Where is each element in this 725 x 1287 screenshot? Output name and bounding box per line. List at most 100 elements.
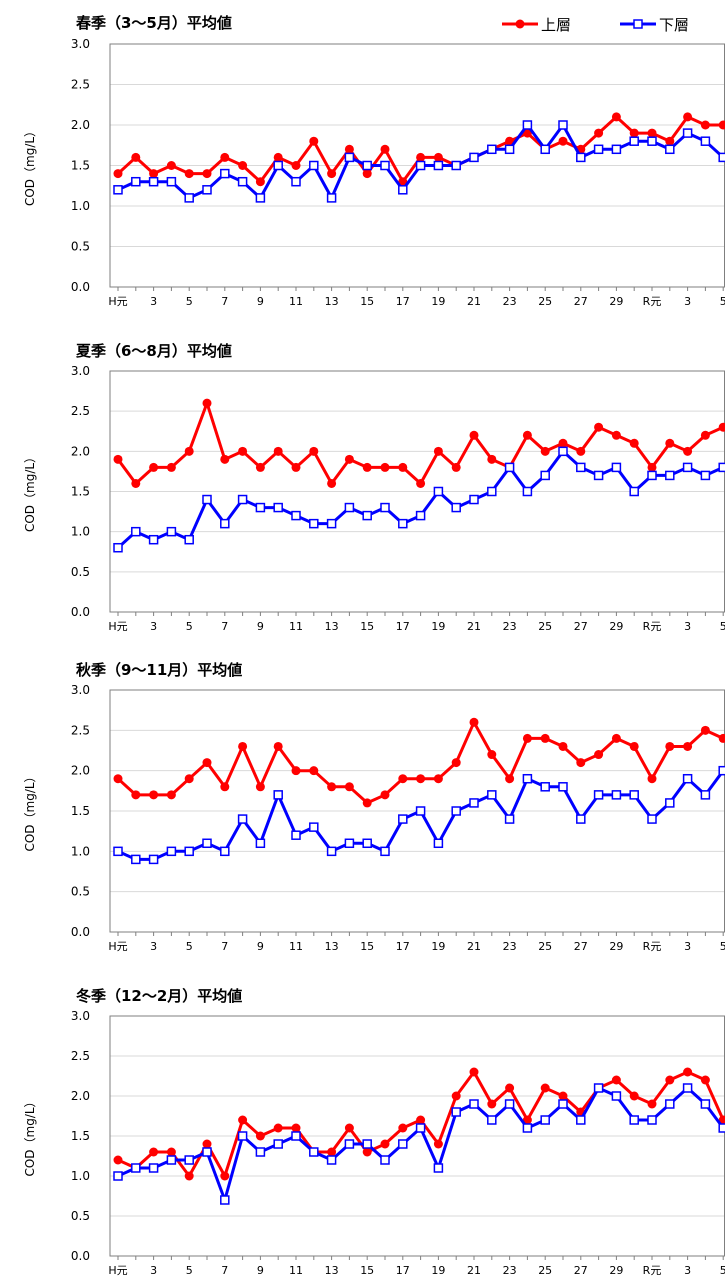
lower-point	[380, 846, 390, 857]
upper-point	[309, 136, 319, 146]
lower-point	[273, 502, 283, 513]
upper-point	[220, 454, 230, 464]
x-tick-label: 3	[684, 620, 691, 633]
lower-point	[504, 144, 515, 155]
upper-point	[344, 144, 354, 154]
lower-point	[629, 790, 639, 800]
legend-lower-label: 下層	[659, 16, 689, 34]
lower-point	[131, 1163, 141, 1173]
lower-point	[558, 1099, 568, 1109]
upper-point	[184, 774, 194, 784]
x-tick-label: 19	[431, 940, 445, 953]
lower-point	[148, 854, 159, 865]
upper-point	[469, 430, 479, 440]
lower-point	[415, 1123, 426, 1133]
y-axis-label: COD（mg/L）	[23, 770, 37, 851]
upper-point	[380, 790, 390, 800]
chart-3: 秋季（9～11月）平均値 COD（mg/L） 0.0 0.5 1.0 1.5 2.0 2.5 3…	[23, 661, 725, 953]
lower-point	[718, 152, 725, 163]
chart-title: 春季（3～5月）平均値	[76, 14, 232, 32]
x-tick-label: 5	[186, 1264, 193, 1277]
upper-point	[487, 1099, 497, 1109]
lower-point	[113, 846, 123, 857]
lower-point	[718, 765, 725, 776]
upper-point	[665, 136, 675, 146]
x-tick-label: R元	[643, 620, 662, 633]
upper-point	[718, 120, 725, 130]
lower-point	[504, 1099, 515, 1109]
x-tick-label: 21	[467, 620, 481, 633]
lower-point	[131, 176, 141, 187]
upper-point	[380, 144, 390, 154]
lower-point	[433, 838, 444, 849]
x-tick-label: H元	[108, 620, 127, 633]
lower-point	[220, 1195, 230, 1205]
upper-point	[647, 128, 657, 138]
x-tick-label: 13	[325, 1264, 339, 1277]
legend-upper-label: 上層	[541, 16, 571, 34]
upper-point	[398, 177, 408, 187]
x-tick-label: R元	[643, 295, 662, 308]
upper-point	[131, 790, 141, 800]
lower-point	[380, 160, 390, 171]
lower-point	[362, 838, 372, 849]
upper-point	[398, 462, 408, 472]
upper-point	[255, 462, 265, 472]
upper-point	[220, 152, 230, 162]
lower-point	[647, 1115, 657, 1125]
upper-point	[558, 438, 568, 448]
x-tick-label: 23	[503, 940, 517, 953]
lower-point	[682, 1083, 693, 1093]
upper-point	[629, 741, 639, 751]
x-tick-label: 11	[289, 295, 303, 308]
upper-point	[683, 112, 693, 122]
lower-point	[593, 144, 604, 155]
upper-point	[291, 161, 301, 170]
x-tick-label: R元	[643, 940, 662, 953]
lower-point	[611, 1091, 622, 1101]
lower-point	[433, 486, 444, 497]
x-tick-label: 7	[221, 295, 228, 308]
lower-point	[344, 152, 355, 163]
lower-point	[487, 486, 497, 497]
upper-point	[184, 1171, 194, 1181]
upper-point	[576, 758, 586, 768]
lower-point	[576, 462, 586, 473]
upper-point	[522, 128, 532, 138]
y-tick-label: 2.5	[71, 78, 90, 92]
x-tick-label: 3	[150, 620, 157, 633]
lower-point	[469, 494, 479, 505]
legend: 上層 下層	[502, 16, 689, 34]
upper-point	[665, 438, 675, 448]
upper-point	[238, 741, 248, 751]
lower-point	[398, 185, 408, 195]
upper-point	[416, 774, 426, 784]
chart-title: 秋季（9～11月）平均値	[76, 661, 242, 679]
upper-point	[433, 774, 443, 784]
lower-point	[362, 160, 372, 171]
lower-point	[629, 136, 639, 146]
x-tick-label: 23	[503, 295, 517, 308]
lower-point	[309, 160, 319, 171]
x-tick-label: 7	[221, 1264, 228, 1277]
y-tick-label: 1.5	[71, 1129, 90, 1143]
y-tick-label: 3.0	[71, 683, 90, 697]
x-tick-label: 19	[431, 620, 445, 633]
x-tick-label: 23	[503, 1264, 517, 1277]
x-tick-label: 21	[467, 940, 481, 953]
lower-point	[255, 502, 266, 513]
lower-point	[184, 846, 194, 857]
lower-point	[558, 782, 568, 792]
lower-point	[326, 846, 337, 857]
upper-point	[594, 750, 604, 760]
upper-point	[255, 1131, 265, 1141]
chart-title: 夏季（6～8月）平均値	[75, 342, 232, 360]
lower-point	[433, 1163, 444, 1173]
lower-point	[647, 814, 657, 824]
lower-point	[380, 1155, 390, 1165]
y-tick-label: 1.5	[71, 804, 90, 818]
y-tick-label: 2.5	[71, 1049, 90, 1063]
upper-point	[487, 750, 497, 760]
lower-point	[682, 128, 693, 138]
